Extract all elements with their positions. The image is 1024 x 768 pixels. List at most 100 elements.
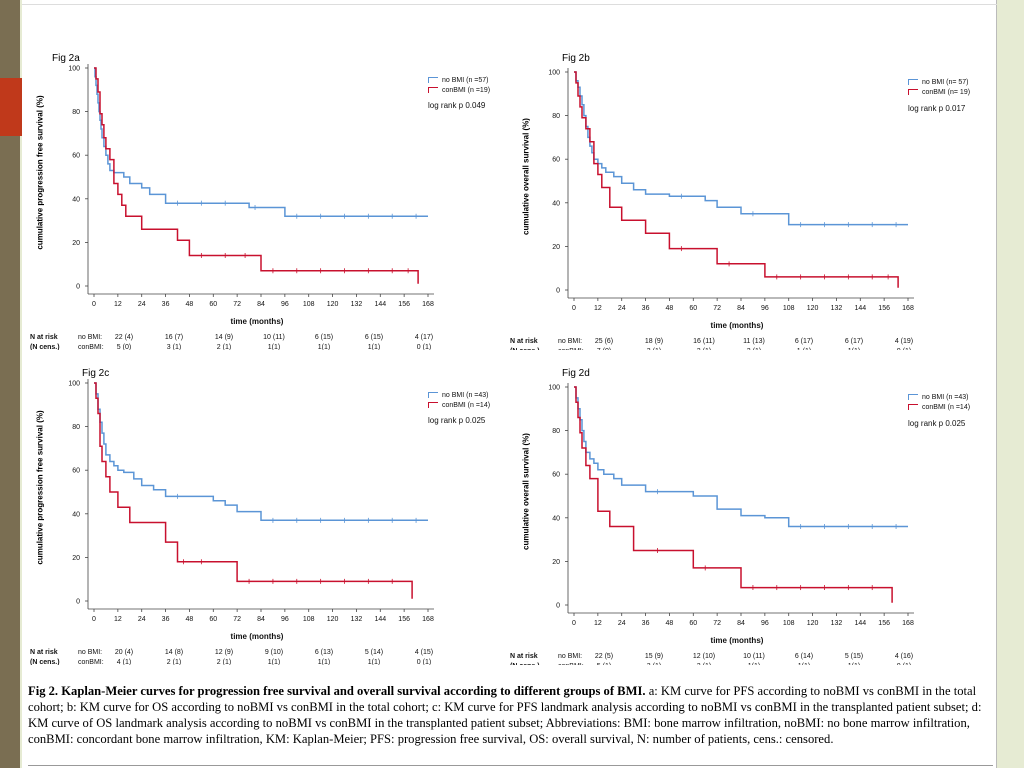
legend: no BMI (n =43) conBMI (n =14): [908, 393, 970, 413]
legend-swatch-conbmi: [428, 87, 438, 93]
conbmi-curve: [94, 67, 419, 284]
left-decor-bar: [0, 0, 20, 768]
page-border: [996, 0, 997, 768]
risk-cell: 22 (4): [115, 334, 133, 341]
panel-title: Fig 2d: [562, 368, 590, 379]
x-tick-label: 96: [761, 305, 769, 312]
legend-label: no BMI (n =43): [922, 394, 969, 401]
x-tick-label: 24: [138, 301, 146, 308]
risk-cell: 10 (11): [263, 334, 285, 341]
risk-cell: 4 (1): [117, 659, 131, 665]
nobmi-curve: [574, 71, 908, 226]
x-tick-label: 120: [807, 305, 819, 312]
legend-nobmi: no BMI (n =43): [428, 391, 490, 401]
x-axis-label: time (months): [711, 321, 764, 330]
legend-swatch-nobmi: [908, 79, 918, 85]
red-accent-tab: [0, 78, 22, 136]
legend: no BMI (n =43) conBMI (n =14): [428, 391, 490, 411]
x-tick-label: 36: [642, 620, 650, 627]
risk-cell: 1(1): [368, 344, 380, 350]
y-tick-label: 80: [552, 428, 560, 435]
x-tick-label: 144: [374, 301, 386, 308]
y-axis-label: cumulative progression free survival (%): [35, 95, 45, 250]
x-tick-label: 96: [761, 620, 769, 627]
risk-cell: 2 (1): [697, 348, 711, 350]
risk-cell: 4 (17): [415, 334, 433, 341]
risk-cell: 1 (1): [797, 348, 811, 350]
km-panel-2d: 0 20 40 60 80 100 0 12 24 36 48 60 72 84 96 108 120 132 14…: [508, 365, 978, 665]
x-tick-label: 48: [666, 305, 674, 312]
page-top-line: [22, 4, 997, 5]
risk-cell: 9 (10): [265, 649, 283, 656]
y-tick-label: 100: [68, 381, 80, 388]
caption-rule: [28, 765, 993, 766]
legend-label: conBMI (n= 19): [922, 89, 971, 96]
x-tick-label: 12: [114, 616, 122, 623]
risk-header: N at risk: [510, 338, 538, 345]
x-tick-label: 0: [92, 616, 96, 623]
x-tick-label: 36: [162, 301, 170, 308]
x-tick-label: 48: [186, 301, 194, 308]
risk-cell: 7 (0): [597, 348, 611, 350]
legend-swatch-nobmi: [908, 394, 918, 400]
km-chart-2a: 0 20 40 60 80 100 0 12 24 36 48 60 72 84 96 108 120 132 14…: [30, 64, 434, 350]
y-tick-label: 0: [76, 284, 80, 291]
y-tick-label: 60: [552, 157, 560, 164]
legend-swatch-nobmi: [428, 77, 438, 83]
y-tick-label: 20: [552, 244, 560, 251]
x-axis-label: time (months): [711, 636, 764, 645]
y-tick-label: 40: [552, 200, 560, 207]
risk-group-label: conBMI:: [78, 344, 104, 350]
x-tick-label: 168: [422, 616, 434, 623]
risk-cell: 2 (1): [697, 663, 711, 665]
y-tick-label: 60: [72, 153, 80, 160]
x-tick-label: 144: [854, 620, 866, 627]
risk-cell: 20 (4): [115, 649, 133, 656]
x-tick-label: 72: [233, 301, 241, 308]
y-tick-label: 60: [552, 472, 560, 479]
risk-cell: 10 (11): [743, 653, 765, 660]
x-tick-label: 12: [594, 620, 602, 627]
risk-cell: 12 (10): [693, 653, 715, 660]
risk-cell: 0 (1): [897, 663, 911, 665]
risk-cell: 6 (15): [365, 334, 383, 341]
risk-cell: 4 (19): [895, 338, 913, 345]
km-panel-2b: 0 20 40 60 80 100 0 12 24 36 48 60 72 84 96 108 120 132 14…: [508, 50, 978, 350]
x-tick-label: 0: [92, 301, 96, 308]
y-tick-label: 100: [548, 385, 560, 392]
x-tick-label: 168: [902, 305, 914, 312]
x-tick-label: 48: [186, 616, 194, 623]
risk-header: N at risk: [30, 334, 58, 341]
panel-title: Fig 2c: [82, 368, 110, 379]
risk-group-label: no BMI:: [558, 653, 582, 660]
risk-group-label: no BMI:: [558, 338, 582, 345]
risk-header: N at risk: [30, 649, 58, 656]
risk-cell: 2 (1): [167, 659, 181, 665]
legend-label: conBMI (n =19): [442, 87, 491, 94]
risk-cell: 1(1): [268, 659, 280, 665]
risk-cell: 5 (15): [845, 653, 863, 660]
legend-nobmi: no BMI (n =43): [908, 393, 970, 403]
risk-cell: 1(1): [318, 344, 330, 350]
risk-cell: 5 (14): [365, 649, 383, 656]
x-tick-label: 84: [257, 301, 265, 308]
logrank-p: log rank p 0.025: [908, 419, 966, 428]
risk-cell: 3 (1): [647, 348, 661, 350]
legend-conbmi: conBMI (n =14): [428, 401, 490, 411]
y-tick-label: 40: [72, 196, 80, 203]
y-axis-label: cumulative progression free survival (%): [35, 410, 45, 565]
conbmi-curve: [574, 386, 893, 603]
panel-title: Fig 2a: [52, 53, 80, 64]
risk-cell: 16 (11): [693, 338, 715, 345]
x-axis-label: time (months): [231, 317, 284, 326]
x-tick-label: 24: [618, 305, 626, 312]
x-tick-label: 132: [831, 620, 843, 627]
x-tick-label: 168: [422, 301, 434, 308]
figure-caption: Fig 2. Kaplan-Meier curves for progressi…: [28, 683, 993, 747]
risk-cell: 16 (7): [165, 334, 183, 341]
x-tick-label: 108: [783, 305, 795, 312]
y-tick-label: 100: [548, 70, 560, 77]
caption-label: Fig 2. Kaplan-Meier curves for progressi…: [28, 684, 646, 698]
nobmi-curve: [94, 382, 428, 522]
y-tick-label: 0: [76, 599, 80, 606]
